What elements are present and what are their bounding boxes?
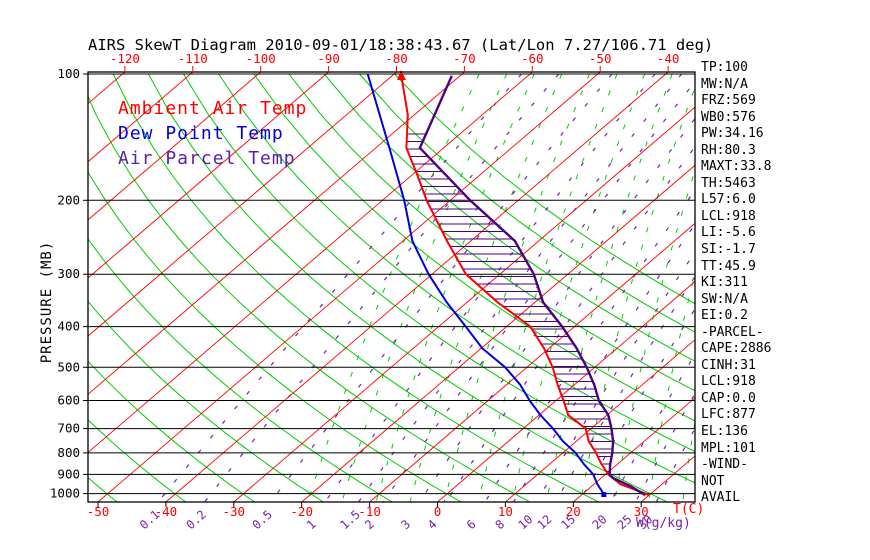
svg-text:0.2: 0.2 (183, 507, 208, 532)
svg-text:300: 300 (57, 266, 80, 281)
svg-text:700: 700 (57, 421, 80, 436)
pressure-tick-labels: 100 200 300 400 500 600 700 800 900 1000 (50, 66, 88, 501)
ambient-top-arrow (397, 70, 406, 80)
svg-text:-10: -10 (358, 504, 381, 519)
stats-line: CAP:0.0 (701, 390, 756, 406)
svg-text:12: 12 (534, 512, 554, 532)
stats-line: CAPE:2886 (701, 341, 772, 357)
page-title: AIRS SkewT Diagram 2010-09-01/18:38:43.6… (88, 36, 714, 54)
dew-endpoint-dot (601, 492, 607, 497)
svg-text:0.5: 0.5 (250, 507, 275, 532)
bottom-temp-axis: -50 -40 -30 -20 -10 0 10 20 30 (87, 502, 649, 519)
svg-text:-70: -70 (453, 51, 476, 66)
stats-line: TP:100 (701, 60, 748, 75)
stats-line: CINH:31 (701, 357, 756, 373)
pressure-gridlines (88, 73, 695, 495)
plot-frame (87, 71, 696, 503)
stats-line: WB0:576 (701, 109, 756, 125)
svg-text:4: 4 (425, 517, 440, 532)
svg-text:20: 20 (590, 512, 610, 532)
svg-text:3: 3 (398, 517, 413, 532)
svg-text:800: 800 (57, 445, 80, 460)
svg-text:500: 500 (57, 359, 80, 374)
svg-text:1000: 1000 (50, 486, 80, 501)
stats-line: TH:5463 (701, 175, 756, 191)
svg-text:-100: -100 (246, 51, 276, 66)
svg-text:-80: -80 (385, 51, 408, 66)
svg-text:20: 20 (566, 504, 581, 519)
stats-line: NOT (701, 473, 725, 489)
stats-line: MW:N/A (701, 76, 748, 92)
svg-text:200: 200 (57, 192, 80, 207)
svg-text:900: 900 (57, 466, 80, 481)
sounding-stats-panel: TP:100 MW:N/A FRZ:569 WB0:576 PW:34.16 RH:80.… (701, 60, 771, 507)
svg-text:-20: -20 (290, 504, 313, 519)
legend-air-parcel-temp: Air Parcel Temp (118, 148, 296, 169)
legend-dew-point-temp: Dew Point Temp (118, 123, 284, 144)
stats-line: SI:-1.7 (701, 242, 756, 258)
stats-line: -PARCEL- (701, 324, 764, 340)
cape-hatch-area (406, 133, 614, 472)
pressure-axis-title: PRESSURE (MB) (39, 240, 55, 364)
stats-line: TT:45.9 (701, 258, 756, 274)
stats-line: LCL:918 (701, 374, 756, 390)
svg-text:-90: -90 (317, 51, 340, 66)
stats-line: LFC:877 (701, 407, 756, 423)
stats-line: SW:N/A (701, 291, 748, 307)
svg-text:-40: -40 (155, 504, 178, 519)
svg-text:0: 0 (434, 504, 442, 519)
svg-text:6: 6 (464, 517, 479, 532)
stats-line: EI:0.2 (701, 308, 748, 324)
dew-point-curve (366, 73, 605, 495)
stats-line: EL:136 (701, 424, 748, 440)
svg-text:-50: -50 (589, 51, 612, 66)
mixing-ratio-axis-title: W(g/kg) (636, 516, 691, 531)
svg-text:1: 1 (304, 517, 319, 532)
svg-text:-110: -110 (178, 51, 208, 66)
stats-line: AVAIL (701, 490, 741, 506)
moist-adiabat-lines (307, 73, 695, 502)
svg-text:600: 600 (57, 393, 80, 408)
svg-text:25: 25 (615, 512, 635, 532)
svg-text:10: 10 (498, 504, 513, 519)
legend-ambient-air-temp: Ambient Air Temp (118, 98, 308, 119)
stats-line: MAXT:33.8 (701, 159, 772, 175)
stats-line: LCL:918 (701, 208, 756, 224)
svg-text:400: 400 (57, 319, 80, 334)
svg-text:8: 8 (493, 517, 508, 532)
stats-line: MPL:101 (701, 440, 756, 456)
stats-line: RH:80.3 (701, 142, 756, 158)
svg-text:-120: -120 (110, 51, 140, 66)
temperature-axis-title: T(C) (673, 502, 705, 517)
parcel-temp-curve (418, 75, 646, 497)
svg-text:-40: -40 (657, 51, 680, 66)
stats-line: PW:34.16 (701, 126, 764, 142)
stats-line: FRZ:569 (701, 93, 756, 109)
svg-text:10: 10 (515, 512, 535, 532)
svg-text:100: 100 (57, 66, 80, 81)
svg-text:-50: -50 (87, 504, 110, 519)
stats-line: L57:6.0 (701, 192, 756, 208)
ambient-temp-curve (400, 73, 650, 496)
stats-line: LI:-5.6 (701, 225, 756, 241)
isotherm-lines (88, 72, 695, 502)
svg-text:-60: -60 (521, 51, 544, 66)
stats-line: -WIND- (701, 457, 748, 473)
stats-line: KI:311 (701, 275, 748, 291)
svg-text:30: 30 (634, 504, 649, 519)
svg-text:-30: -30 (223, 504, 246, 519)
top-temp-axis: -120 -110 -100 -90 -80 -70 -60 -50 -40 (110, 51, 680, 72)
svg-text:2: 2 (362, 517, 377, 532)
